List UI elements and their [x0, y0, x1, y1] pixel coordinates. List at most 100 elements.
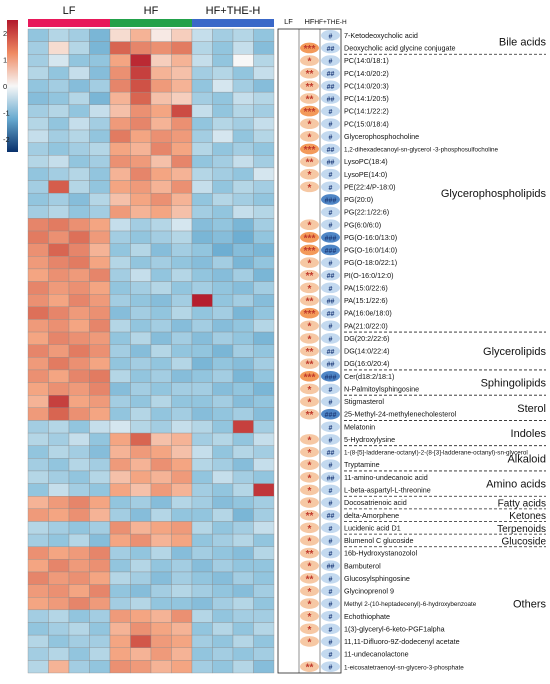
heatmap-cell: [48, 129, 70, 143]
heatmap-cell: [253, 458, 275, 472]
heatmap-cell: [232, 129, 254, 143]
heatmap-cell: [191, 104, 213, 118]
heatmap-cell: [48, 634, 70, 648]
hf-significance-stars: *: [308, 486, 312, 497]
hf-significance-badge: [300, 623, 319, 635]
heatmap-cell: [68, 546, 90, 560]
heatmap-cell: [89, 546, 111, 560]
heatmap-cell: [191, 470, 213, 484]
heatmap-cell: [130, 155, 152, 169]
heatmap-cell: [212, 117, 234, 131]
heatmap-cell: [171, 584, 193, 598]
heatmap-cell: [68, 54, 90, 68]
heatmap-cell: [109, 647, 131, 661]
heatmap-cell: [171, 483, 193, 497]
the-significance-badge: [321, 459, 340, 470]
heatmap-cell: [109, 521, 131, 535]
heatmap-cell: [48, 445, 70, 459]
heatmap-cell: [68, 294, 90, 307]
colorbar-tick-label: 2: [3, 29, 7, 38]
heatmap-cell: [68, 597, 90, 611]
heatmap-cell: [89, 647, 111, 661]
heatmap-cell: [171, 91, 193, 105]
hf-significance-stars: *: [308, 612, 312, 623]
heatmap-cell: [27, 91, 49, 105]
hf-significance-badge: [300, 143, 319, 155]
hf-significance-badge: [300, 358, 319, 369]
row-label: 1-eicosatetraenoyl-sn-glycero-3-phosphat…: [344, 664, 464, 671]
heatmap-cell: [253, 129, 275, 143]
heatmap-cell: [171, 395, 193, 408]
group-annotation-bar: LF HF HF+THE-H: [28, 5, 274, 27]
heatmap-cell: [150, 79, 172, 93]
the-significance-hashes: ##: [327, 311, 335, 318]
heatmap-cell: [130, 559, 152, 573]
heatmap-cell: [109, 508, 131, 522]
row-label: PG(O-18:0/22:1): [344, 258, 397, 267]
heatmap-cell: [253, 647, 275, 661]
heatmap-cell: [48, 432, 70, 446]
heatmap-cell: [89, 483, 111, 497]
heatmap-cell: [109, 533, 131, 547]
heatmap-cell: [191, 445, 213, 459]
heatmap-cell: [171, 268, 193, 282]
heatmap-cell: [232, 79, 254, 93]
row-label: Docosatrienoic acid: [344, 498, 407, 507]
heatmap-cell: [27, 218, 49, 232]
heatmap-cell: [89, 420, 111, 434]
hf-significance-badge: [300, 118, 319, 130]
row-label: PC(14:1/22:2): [344, 107, 389, 116]
heatmap-cell: [130, 91, 152, 105]
colorbar-tick-label: 0: [3, 82, 7, 91]
heatmap-cell: [130, 660, 152, 674]
heatmap-cell: [27, 660, 49, 674]
heatmap-cell: [191, 331, 213, 345]
hf-significance-badge: [300, 42, 319, 54]
the-significance-hashes: #: [329, 134, 333, 141]
heatmap-cell: [109, 344, 131, 358]
significance-panel-frame: [277, 28, 342, 674]
row-label: PG(22:1/22:6): [344, 208, 389, 217]
hf-significance-stars: **: [306, 410, 314, 421]
heatmap-cell: [171, 622, 193, 636]
heatmap-cell: [232, 294, 254, 307]
heatmap-cell: [89, 281, 111, 295]
heatmap-cell: [68, 382, 90, 396]
heatmap-cell: [191, 622, 213, 636]
heatmap-cell: [232, 571, 254, 585]
heatmap-cell: [27, 155, 49, 169]
heatmap-cell: [150, 395, 172, 408]
heatmap-cell: [130, 281, 152, 295]
heatmap-cell: [48, 407, 70, 421]
heatmap-cell: [171, 117, 193, 131]
heatmap-cell: [130, 268, 152, 282]
heatmap-cell: [27, 432, 49, 446]
heatmap-cell: [109, 243, 131, 257]
heatmap-cell: [212, 660, 234, 674]
heatmap-cell: [232, 357, 254, 371]
heatmap-cell: [27, 192, 49, 206]
heatmap-cell: [232, 395, 254, 408]
the-significance-hashes: ##: [327, 160, 335, 167]
significance-column-header: HF+THE-H: [314, 19, 347, 26]
heatmap-cell: [253, 306, 275, 320]
heatmap-cell: [212, 268, 234, 282]
heatmap-cell: [109, 167, 131, 181]
heatmap-cell: [109, 142, 131, 156]
the-significance-badge: [321, 333, 340, 344]
heatmap-cell: [109, 597, 131, 611]
heatmap-cell: [171, 647, 193, 661]
heatmap-cell: [232, 256, 254, 270]
heatmap-cell: [191, 281, 213, 295]
heatmap-cell: [68, 369, 90, 383]
hf-significance-badge: [300, 598, 319, 609]
heatmap-cell: [68, 91, 90, 105]
row-label: 11,11-Difluoro-9Z-dodecenyl acetate: [344, 637, 460, 646]
heatmap-cell: [130, 54, 152, 68]
heatmap-cell: [212, 508, 234, 522]
heatmap-cell: [130, 167, 152, 181]
heatmap-cell: [68, 622, 90, 636]
heatmap-cell: [130, 230, 152, 244]
heatmap-cell: [130, 319, 152, 333]
category-label: Fatty acids: [498, 499, 546, 510]
